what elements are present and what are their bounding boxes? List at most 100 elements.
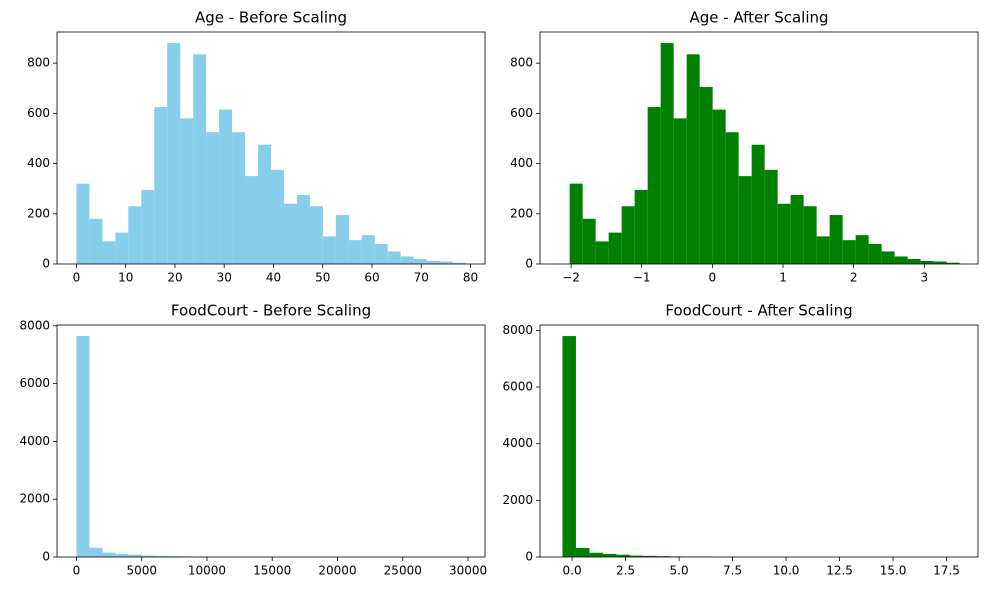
- histogram-bar: [167, 556, 181, 557]
- y-tick-label: 800: [510, 56, 533, 70]
- histogram-bar: [258, 144, 271, 264]
- histogram-bar: [76, 335, 90, 557]
- y-tick-label: 0: [42, 257, 50, 271]
- histogram-bar: [647, 107, 661, 264]
- y-tick-label: 0: [42, 550, 50, 564]
- histogram-bar: [141, 189, 155, 264]
- histogram-bar: [89, 218, 103, 264]
- histogram-bar: [656, 556, 671, 557]
- axes-frame: [56, 324, 486, 558]
- histogram-bar: [387, 251, 401, 264]
- x-tick-label: 50: [315, 271, 330, 285]
- x-tick-label: 25000: [384, 564, 422, 578]
- histogram-bar: [374, 243, 388, 264]
- histogram-bar: [89, 547, 103, 557]
- x-tick-label: 20000: [318, 564, 356, 578]
- y-tick-label: 600: [27, 106, 50, 120]
- x-tick-label: 15.0: [880, 564, 907, 578]
- x-tick-label: 2.5: [616, 564, 635, 578]
- y-tick-label: 200: [510, 206, 533, 220]
- y-tick-label: 200: [27, 206, 50, 220]
- x-tick-label: 5.0: [670, 564, 689, 578]
- x-tick-label: 30000: [449, 564, 487, 578]
- y-tick-label: 8000: [19, 318, 50, 332]
- histogram-bar: [946, 262, 960, 264]
- x-tick-label: 2: [850, 271, 858, 285]
- x-tick-label: 10000: [188, 564, 226, 578]
- histogram-bar: [180, 118, 194, 265]
- histogram-bar: [439, 261, 453, 264]
- histogram-bar: [141, 555, 155, 557]
- histogram-bar: [283, 203, 297, 264]
- x-tick-label: 60: [364, 271, 379, 285]
- chart-title: Age - After Scaling: [689, 9, 828, 27]
- y-tick-label: 2000: [502, 493, 533, 507]
- x-tick-label: 0: [73, 564, 81, 578]
- histogram-bar: [673, 118, 687, 265]
- histogram-bar: [128, 206, 142, 264]
- x-tick-label: 10: [118, 271, 133, 285]
- histogram-bar: [881, 251, 895, 264]
- histogram-bar: [842, 240, 856, 264]
- y-tick-label: 6000: [502, 380, 533, 394]
- x-tick-label: 12.5: [826, 564, 853, 578]
- x-tick-label: 0: [709, 271, 717, 285]
- x-tick-label: 20: [167, 271, 182, 285]
- histogram-bar: [193, 54, 207, 265]
- histogram-bar: [608, 232, 622, 264]
- histogram-bar: [616, 554, 630, 557]
- histogram-bar: [595, 241, 609, 264]
- histogram-bar: [167, 43, 181, 264]
- histogram-bar: [335, 215, 349, 264]
- histogram-bar: [894, 256, 908, 264]
- histogram-bar: [569, 183, 583, 264]
- histogram-bar: [115, 553, 129, 557]
- histogram-bar: [115, 232, 129, 264]
- histogram-bar: [582, 218, 596, 264]
- histogram-bar: [575, 547, 590, 557]
- histogram-bar: [128, 554, 142, 557]
- histogram-bar: [232, 132, 246, 264]
- x-tick-label: −2: [562, 271, 580, 285]
- histogram-bar: [348, 240, 362, 264]
- histogram-bar: [829, 215, 843, 264]
- x-tick-label: 5000: [126, 564, 157, 578]
- histogram-bar: [712, 109, 726, 265]
- histogram-bar: [764, 169, 778, 264]
- y-tick-label: 8000: [502, 323, 533, 337]
- histogram-bar: [751, 144, 765, 264]
- histogram-bar: [154, 555, 168, 557]
- histogram-bar: [245, 176, 259, 264]
- histogram-bar: [920, 260, 934, 264]
- histogram-bar: [589, 552, 603, 557]
- histogram-bar: [777, 203, 791, 264]
- histogram-bar: [907, 258, 921, 264]
- histogram-bar: [803, 206, 817, 264]
- histogram-bar: [219, 109, 233, 265]
- histogram-bar: [296, 194, 310, 264]
- x-tick-label: 15000: [253, 564, 291, 578]
- histogram-bar: [400, 256, 414, 264]
- y-tick-label: 800: [27, 56, 50, 70]
- y-tick-label: 4000: [502, 436, 533, 450]
- x-tick-label: 0: [73, 271, 81, 285]
- histogram-bar: [725, 132, 739, 264]
- histogram-bar: [271, 169, 284, 264]
- histogram-bar: [154, 107, 168, 264]
- x-tick-label: 7.5: [723, 564, 742, 578]
- histogram-bar: [634, 189, 648, 264]
- histogram-bar: [426, 260, 440, 264]
- axes-frame: [56, 31, 486, 265]
- axes-frame: [539, 324, 979, 558]
- histogram-bar: [855, 235, 869, 264]
- y-tick-label: 6000: [19, 376, 50, 390]
- histogram-bar: [602, 553, 617, 557]
- x-tick-label: 80: [463, 271, 478, 285]
- y-tick-label: 400: [510, 156, 533, 170]
- histogram-bar: [309, 206, 323, 264]
- histogram-bar: [686, 54, 700, 265]
- x-tick-label: 10.0: [773, 564, 800, 578]
- histogram-bar: [322, 236, 336, 264]
- axes-frame: [539, 31, 979, 265]
- histogram-bar: [933, 261, 947, 264]
